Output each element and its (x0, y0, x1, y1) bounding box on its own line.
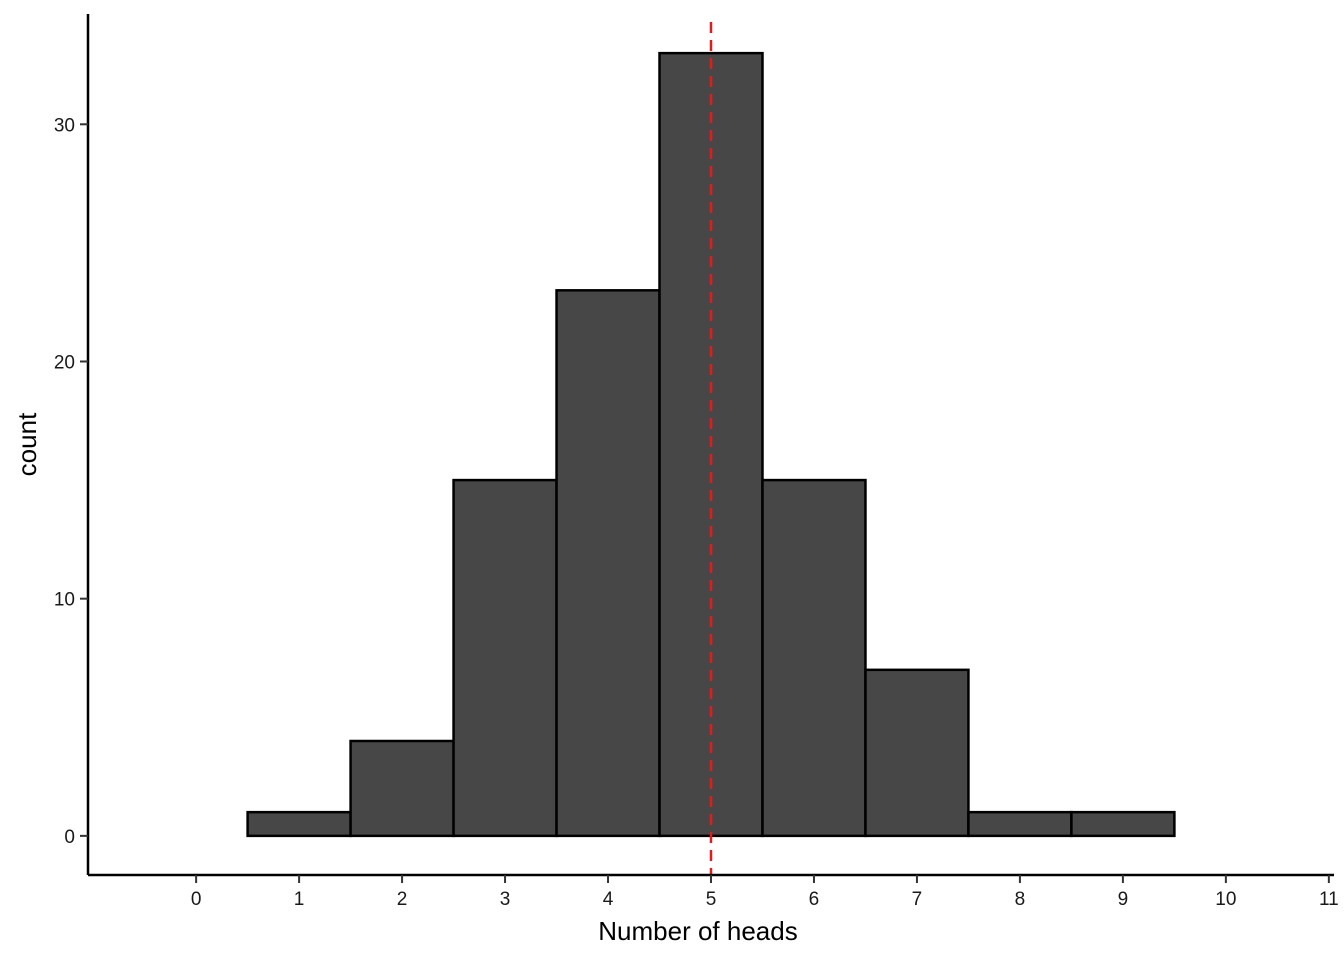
x-tick-label-9: 9 (1118, 889, 1129, 910)
histogram-bar-7 (864, 668, 970, 838)
x-tick-label-11: 11 (1319, 889, 1339, 910)
axes-layer: 0 1 2 3 4 5 6 7 8 9 10 11 0 10 20 30 (54, 14, 1339, 910)
histogram-bar-1 (246, 810, 352, 838)
histogram-bar-2 (349, 739, 455, 838)
x-tick-label-2: 2 (397, 889, 408, 910)
x-tick-label-4: 4 (603, 889, 614, 910)
x-tick-label-1: 1 (294, 889, 305, 910)
y-tick-label-20: 20 (54, 352, 75, 373)
y-tick-label-0: 0 (64, 827, 75, 848)
y-tick-label-30: 30 (54, 115, 75, 136)
x-tick-label-3: 3 (500, 889, 511, 910)
x-tick-label-0: 0 (191, 889, 202, 910)
histogram-bar-6 (761, 478, 867, 838)
histogram-bar-9 (1070, 810, 1176, 838)
histogram-bar-8 (967, 810, 1073, 838)
histogram-bar-4 (555, 289, 661, 838)
x-axis-title: Number of heads (598, 916, 797, 946)
x-tick-label-7: 7 (912, 889, 923, 910)
x-tick-label-5: 5 (706, 889, 717, 910)
x-tick-label-8: 8 (1015, 889, 1026, 910)
x-tick-label-6: 6 (809, 889, 820, 910)
y-axis-title: count (12, 412, 42, 476)
y-tick-label-10: 10 (54, 590, 75, 611)
x-tick-label-10: 10 (1215, 889, 1236, 910)
histogram-bar-3 (452, 478, 558, 838)
